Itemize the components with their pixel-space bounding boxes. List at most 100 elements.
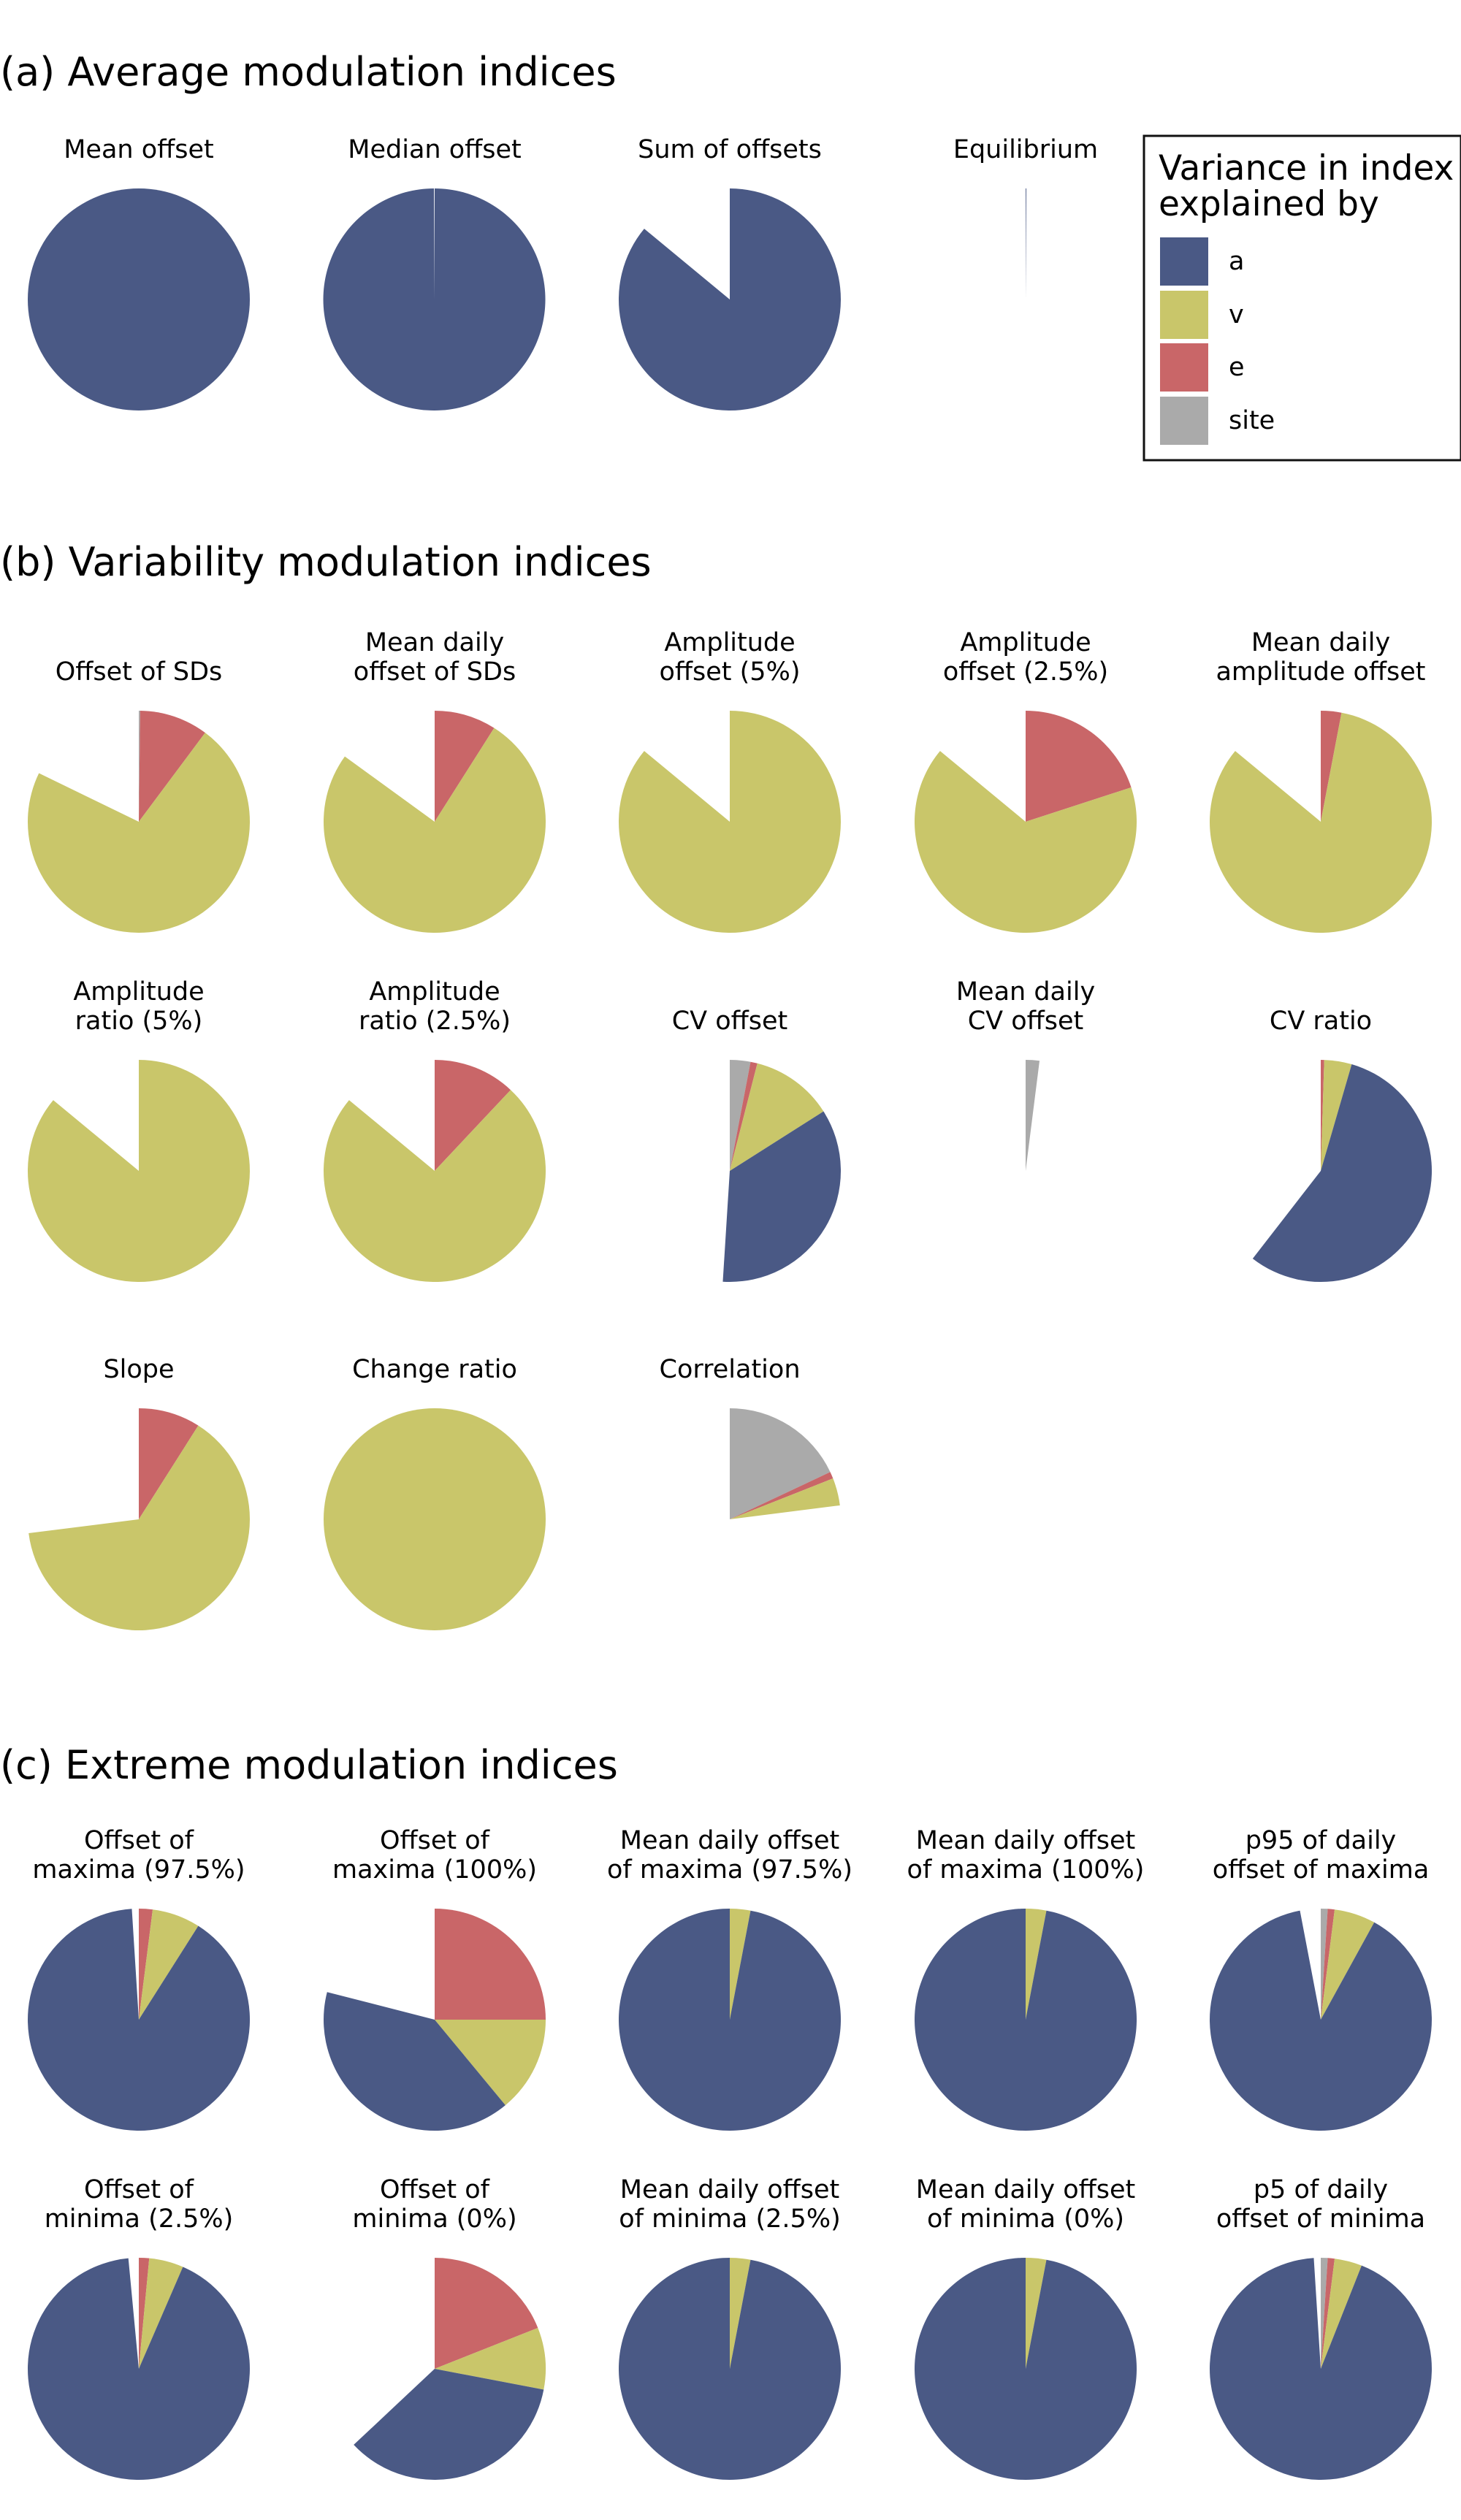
pie-slice-correlation-e xyxy=(730,1472,834,1519)
pie-title-cv-ratio-line1: CV ratio xyxy=(1270,1007,1372,1036)
pie-title-offset-of-minima-2-5-line2: minima (2.5%) xyxy=(45,2204,234,2234)
section-title-extreme: (c) Extreme modulation indices xyxy=(0,1742,618,1788)
pie-slice-median-offset-a xyxy=(323,188,546,411)
pie-title-mean-daily-amplitude-offset-line2: amplitude offset xyxy=(1216,657,1425,687)
pie-slice-mean-daily-offset-of-minima-0-v xyxy=(1026,2258,1047,2369)
pie-slice-cv-ratio-a xyxy=(1252,1064,1433,1283)
pie-slice-mean-daily-offset-of-maxima-100-v xyxy=(1026,1909,1047,2020)
pie-title-amplitude-ratio-5-line2: ratio (5%) xyxy=(75,1007,203,1036)
pie-title-offset-of-sds-line1: Offset of SDs xyxy=(56,657,223,687)
legend-title-line1: Variance in index xyxy=(1159,148,1454,188)
pie-title-p95-of-daily-offset-of-maxima-line1: p95 of daily xyxy=(1246,1826,1397,1855)
pie-slice-cv-ratio-e xyxy=(1321,1060,1324,1171)
legend-label-a: a xyxy=(1229,247,1244,276)
pie-slice-offset-of-maxima-100-e xyxy=(435,1909,546,2020)
pie-title-mean-daily-cv-offset-line1: Mean daily xyxy=(956,977,1095,1007)
pie-title-mean-daily-amplitude-offset-line1: Mean daily xyxy=(1251,628,1390,657)
pie-title-mean-daily-offset-of-minima-2-5-line2: of minima (2.5%) xyxy=(619,2204,840,2234)
pie-title-mean-daily-offset-of-maxima-100-line2: of maxima (100%) xyxy=(907,1855,1145,1885)
pie-slice-offset-of-minima-2-5-a xyxy=(27,2258,250,2480)
legend-swatch-v xyxy=(1160,291,1208,339)
pie-slice-cv-offset-e xyxy=(730,1061,758,1171)
pie-slice-amplitude-ratio-2-5-v xyxy=(323,1090,546,1283)
pie-title-equilibrium-line1: Equilibrium xyxy=(953,135,1098,164)
pie-title-offset-of-minima-0-line1: Offset of xyxy=(380,2175,490,2204)
pie-title-mean-daily-cv-offset-line2: CV offset xyxy=(968,1007,1084,1036)
pie-slice-p5-of-daily-offset-of-minima-a xyxy=(1210,2258,1433,2481)
pie-title-correlation-line1: Correlation xyxy=(660,1355,801,1384)
pie-slice-slope-e xyxy=(139,1408,199,1519)
pie-slice-offset-of-minima-2-5-e xyxy=(139,2258,150,2369)
pie-slice-offset-of-sds-e xyxy=(139,711,205,822)
pie-title-median-offset-line1: Median offset xyxy=(348,135,521,164)
pie-slice-amplitude-offset-2-5-v xyxy=(914,751,1137,933)
pie-slice-offset-of-maxima-97-5-e xyxy=(139,1909,153,2020)
pie-slice-mean-daily-cv-offset-site xyxy=(1026,1060,1040,1171)
pie-slice-amplitude-ratio-5-v xyxy=(27,1060,250,1282)
legend: Variance in index explained by a v e sit… xyxy=(1143,134,1461,462)
legend-label-e: e xyxy=(1229,353,1245,382)
pie-slice-amplitude-offset-2-5-e xyxy=(1026,711,1132,822)
pie-title-mean-daily-offset-of-maxima-100-line1: Mean daily offset xyxy=(916,1826,1135,1855)
legend-swatch-site xyxy=(1160,397,1208,445)
pie-title-amplitude-offset-5-line2: offset (5%) xyxy=(660,657,801,687)
pie-slice-mean-daily-offset-of-maxima-97-5-a xyxy=(619,1909,842,2131)
pie-title-amplitude-ratio-2-5-line1: Amplitude xyxy=(369,977,500,1007)
pie-title-p5-of-daily-offset-of-minima-line1: p5 of daily xyxy=(1254,2175,1388,2204)
pie-slice-cv-offset-site xyxy=(730,1060,751,1171)
pie-title-amplitude-offset-2-5-line1: Amplitude xyxy=(960,628,1091,657)
pie-slice-offset-of-maxima-97-5-a xyxy=(28,1909,251,2131)
pie-title-mean-daily-offset-of-sds-line2: offset of SDs xyxy=(354,657,516,687)
pie-title-p5-of-daily-offset-of-minima-line2: offset of minima xyxy=(1216,2204,1425,2234)
pie-title-p95-of-daily-offset-of-maxima-line2: offset of maxima xyxy=(1213,1855,1430,1885)
legend-swatch-a xyxy=(1160,237,1208,286)
pie-slice-mean-daily-offset-of-minima-2-5-v xyxy=(730,2258,751,2369)
pie-title-offset-of-maxima-100-line1: Offset of xyxy=(380,1826,490,1855)
pie-title-sum-of-offsets-line1: Sum of offsets xyxy=(638,135,822,164)
legend-swatch-e xyxy=(1160,343,1208,392)
pie-title-mean-daily-offset-of-minima-0-line2: of minima (0%) xyxy=(927,2204,1124,2234)
pie-slice-p5-of-daily-offset-of-minima-e xyxy=(1321,2258,1335,2369)
pie-title-mean-daily-offset-of-minima-2-5-line1: Mean daily offset xyxy=(620,2175,839,2204)
pie-title-cv-offset-line1: CV offset xyxy=(672,1007,788,1036)
pie-title-amplitude-ratio-5-line1: Amplitude xyxy=(73,977,204,1007)
section-title-variability: (b) Variability modulation indices xyxy=(0,539,652,585)
pie-slice-p95-of-daily-offset-of-maxima-a xyxy=(1210,1910,1433,2131)
pie-title-mean-daily-offset-of-minima-0-line1: Mean daily offset xyxy=(916,2175,1135,2204)
pie-slice-mean-daily-offset-of-sds-e xyxy=(435,711,495,822)
pie-title-offset-of-minima-2-5-line1: Offset of xyxy=(84,2175,194,2204)
pie-slice-change-ratio-v xyxy=(324,1408,546,1630)
pie-slice-amplitude-ratio-2-5-e xyxy=(435,1060,511,1171)
pie-slice-p5-of-daily-offset-of-minima-v xyxy=(1321,2259,1362,2369)
pie-title-offset-of-maxima-97-5-line1: Offset of xyxy=(84,1826,194,1855)
pie-slice-mean-daily-offset-of-minima-2-5-a xyxy=(619,2258,842,2481)
pie-slice-slope-v xyxy=(28,1425,251,1630)
pie-slice-offset-of-minima-2-5-v xyxy=(139,2258,183,2369)
section-title-average: (a) Average modulation indices xyxy=(0,49,617,95)
pie-title-amplitude-offset-2-5-line2: offset (2.5%) xyxy=(943,657,1108,687)
pie-slice-offset-of-maxima-100-a xyxy=(324,1992,506,2131)
pie-title-offset-of-maxima-100-line2: maxima (100%) xyxy=(332,1855,537,1885)
pie-slice-offset-of-maxima-97-5-v xyxy=(139,1909,199,2020)
pie-slice-offset-of-minima-0-v xyxy=(435,2328,546,2390)
pie-title-offset-of-maxima-97-5-line2: maxima (97.5%) xyxy=(32,1855,245,1885)
pie-slice-correlation-site xyxy=(730,1408,831,1519)
pie-slice-offset-of-sds-v xyxy=(28,733,251,933)
pie-title-mean-daily-offset-of-sds-line1: Mean daily xyxy=(365,628,504,657)
legend-title-line2: explained by xyxy=(1159,184,1379,224)
pie-title-offset-of-minima-0-line2: minima (0%) xyxy=(352,2204,516,2234)
pie-slice-mean-daily-offset-of-maxima-97-5-v xyxy=(730,1909,751,2020)
pie-title-amplitude-ratio-2-5-line2: ratio (2.5%) xyxy=(359,1007,511,1036)
pie-slice-offset-of-minima-0-a xyxy=(354,2369,544,2480)
pie-slice-cv-offset-a xyxy=(722,1111,842,1282)
pie-slice-amplitude-offset-5-v xyxy=(618,711,841,933)
pie-title-slope-line1: Slope xyxy=(103,1355,174,1384)
pie-title-mean-daily-offset-of-maxima-97-5-line2: of maxima (97.5%) xyxy=(607,1855,852,1885)
pie-title-amplitude-offset-5-line1: Amplitude xyxy=(664,628,795,657)
pie-slice-cv-ratio-v xyxy=(1321,1060,1352,1171)
legend-label-v: v xyxy=(1229,300,1244,329)
legend-label-site: site xyxy=(1229,406,1275,435)
pie-slice-p95-of-daily-offset-of-maxima-site xyxy=(1321,1909,1328,2020)
pie-slice-p5-of-daily-offset-of-minima-site xyxy=(1321,2258,1328,2369)
